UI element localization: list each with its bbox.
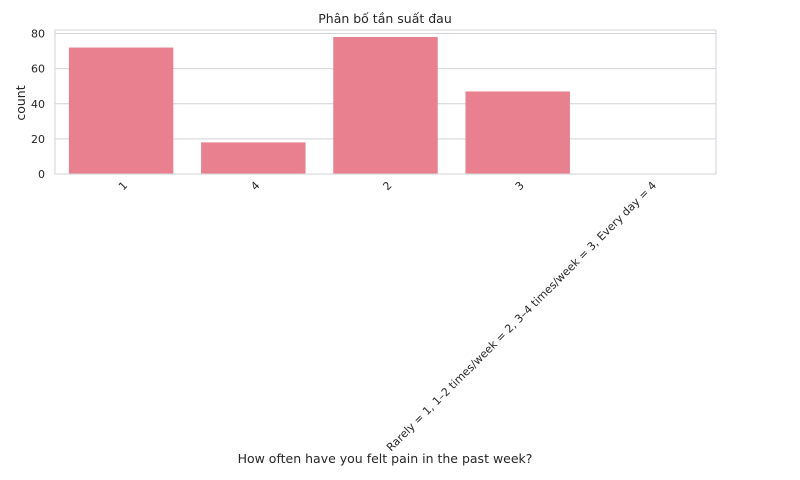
x-tick-label: 4: [248, 179, 262, 193]
x-tick-label: 1: [116, 179, 130, 193]
y-tick-label: 20: [31, 133, 45, 146]
bar-1: [68, 47, 174, 174]
y-tick-label: 40: [31, 98, 45, 111]
y-tick-label: 0: [38, 168, 45, 181]
y-tick-labels: 0 20 40 60 80: [31, 28, 45, 181]
x-tick-label: Rarely = 1, 1–2 times/week = 2, 3–4 time…: [384, 179, 659, 454]
y-tick-label: 60: [31, 63, 45, 76]
y-axis-label: count: [13, 85, 28, 120]
bars: [68, 37, 570, 175]
bar-4: [465, 91, 570, 174]
bar-3: [333, 37, 438, 175]
x-axis-label: How often have you felt pain in the past…: [238, 451, 533, 466]
chart-title: Phân bố tần suất đau: [318, 11, 452, 26]
bar-2: [201, 142, 306, 174]
x-tick-label: 2: [380, 179, 394, 193]
plot-frame: [54, 29, 717, 175]
y-tick-label: 80: [31, 28, 45, 41]
x-tick-label: 3: [513, 179, 527, 193]
